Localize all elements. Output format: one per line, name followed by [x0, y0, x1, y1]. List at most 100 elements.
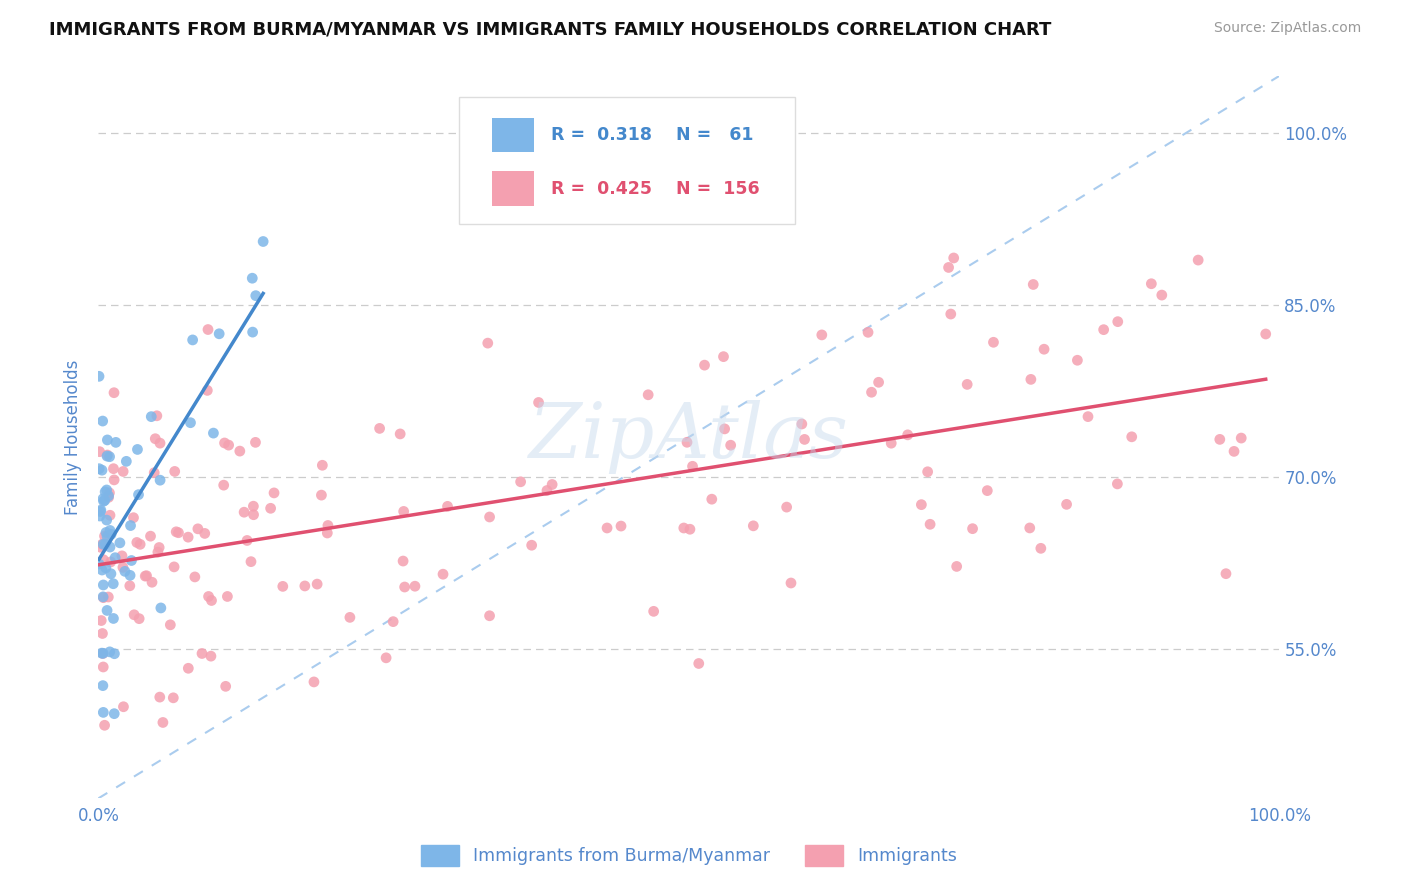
Point: [91, 578, 114, 592]
Point: [128, 488, 150, 502]
Point: [89, 461, 111, 475]
Point: [163, 560, 186, 574]
Point: [90, 503, 112, 517]
Point: [159, 617, 181, 632]
Point: [240, 555, 263, 569]
Point: [163, 465, 186, 479]
Point: [432, 567, 454, 582]
Point: [917, 465, 939, 479]
Point: [478, 608, 501, 623]
Point: [880, 436, 903, 450]
Point: [1092, 323, 1115, 337]
Point: [90, 646, 112, 660]
Point: [127, 442, 149, 457]
Point: [1254, 326, 1277, 341]
Point: [135, 568, 157, 582]
Point: [375, 650, 398, 665]
Point: [98, 645, 121, 659]
Point: [637, 388, 659, 402]
Point: [478, 510, 501, 524]
Text: ZipAtlas: ZipAtlas: [529, 401, 849, 474]
Text: R =  0.425    N =  156: R = 0.425 N = 156: [551, 179, 759, 198]
Point: [91, 537, 114, 551]
Point: [245, 435, 267, 450]
Point: [1150, 288, 1173, 302]
Point: [93, 718, 115, 732]
Point: [742, 518, 765, 533]
Point: [1187, 253, 1209, 268]
Point: [775, 500, 797, 515]
Point: [112, 699, 135, 714]
Point: [91, 463, 114, 477]
Point: [120, 553, 142, 567]
Point: [122, 510, 145, 524]
Point: [197, 322, 219, 336]
Point: [97, 491, 120, 505]
Point: [643, 604, 665, 618]
Point: [149, 436, 172, 450]
Point: [89, 504, 111, 518]
Point: [91, 660, 114, 674]
Point: [120, 568, 142, 582]
Point: [191, 647, 214, 661]
Point: [197, 590, 219, 604]
Point: [392, 504, 415, 518]
Point: [208, 326, 231, 341]
Point: [108, 536, 131, 550]
Point: [112, 465, 135, 479]
Point: [162, 690, 184, 705]
Point: [394, 580, 416, 594]
Point: [181, 333, 204, 347]
Point: [125, 535, 148, 549]
Point: [679, 522, 702, 536]
Point: [688, 657, 710, 671]
Point: [111, 560, 134, 574]
Point: [1230, 431, 1253, 445]
Point: [404, 579, 426, 593]
Point: [177, 661, 200, 675]
Point: [103, 473, 125, 487]
Point: [1033, 342, 1056, 356]
Point: [93, 529, 115, 543]
Point: [200, 649, 222, 664]
Point: [945, 559, 967, 574]
Point: [596, 521, 619, 535]
Point: [120, 518, 142, 533]
Point: [436, 500, 458, 514]
Point: [868, 376, 890, 390]
Y-axis label: Family Households: Family Households: [65, 359, 83, 515]
Point: [118, 579, 141, 593]
Point: [976, 483, 998, 498]
Point: [96, 483, 118, 497]
Point: [1140, 277, 1163, 291]
Point: [94, 493, 117, 508]
Point: [87, 557, 110, 571]
Point: [91, 537, 114, 551]
Point: [938, 260, 960, 275]
Point: [793, 433, 815, 447]
Point: [97, 590, 120, 604]
Point: [339, 610, 361, 624]
Point: [149, 690, 172, 705]
Point: [368, 421, 391, 435]
Point: [91, 491, 114, 506]
Point: [307, 577, 329, 591]
Point: [103, 647, 125, 661]
Point: [89, 541, 111, 555]
Point: [541, 477, 564, 491]
Point: [215, 679, 238, 693]
Point: [942, 251, 965, 265]
Point: [143, 432, 166, 446]
Point: [983, 335, 1005, 350]
Point: [111, 549, 134, 563]
Point: [96, 449, 118, 463]
Point: [143, 466, 166, 480]
Point: [780, 576, 803, 591]
Point: [311, 488, 333, 502]
Point: [700, 492, 723, 507]
Point: [93, 494, 115, 508]
Point: [96, 513, 118, 527]
Point: [236, 533, 259, 548]
Point: [252, 235, 274, 249]
Point: [104, 435, 127, 450]
